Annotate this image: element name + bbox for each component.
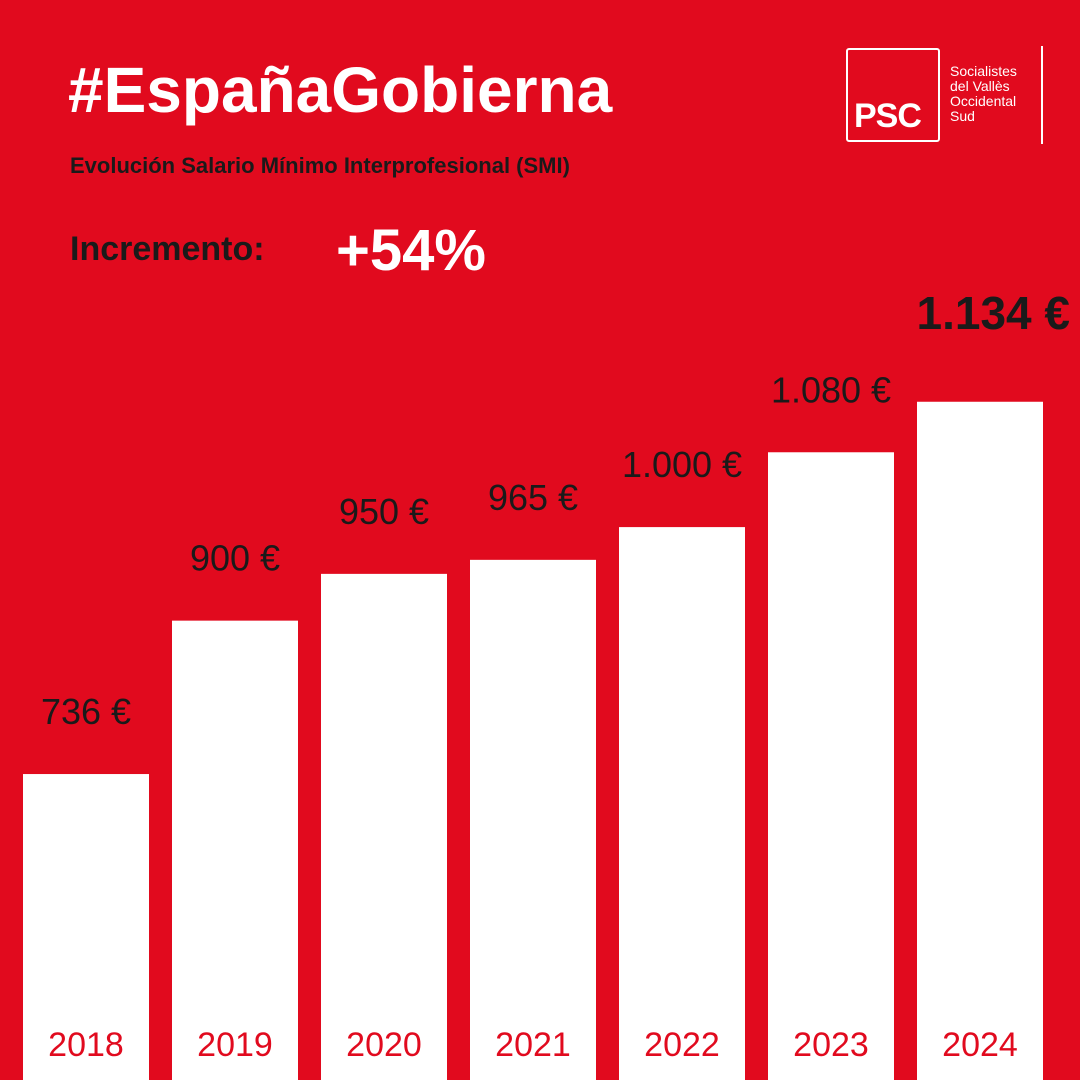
- year-label-2022: 2022: [644, 1026, 720, 1064]
- psc-logo-caption: Socialistes del Vallès Occidental Sud: [950, 64, 1036, 124]
- value-label-2021: 965 €: [488, 477, 578, 518]
- value-label-2019: 900 €: [190, 538, 280, 579]
- value-label-2023: 1.080 €: [771, 369, 891, 410]
- logo-line: del Vallès: [950, 78, 1010, 94]
- year-label-2018: 2018: [48, 1026, 124, 1064]
- year-label-2020: 2020: [346, 1026, 422, 1064]
- value-label-2018: 736 €: [41, 691, 131, 732]
- chart-subtitle: Evolución Salario Mínimo Interprofesiona…: [70, 153, 570, 178]
- value-label-2020: 950 €: [339, 491, 429, 532]
- psc-logo: PSC Socialistes del Vallès Occidental Su…: [846, 48, 1036, 142]
- logo-line: Sud: [950, 108, 975, 124]
- increment-value: +54%: [336, 218, 486, 283]
- bar-2021: [470, 559, 596, 1080]
- hashtag-title: #EspañaGobierna: [68, 54, 613, 126]
- logo-divider: [1041, 46, 1043, 144]
- bar-2022: [619, 527, 745, 1080]
- value-label-2022: 1.000 €: [622, 444, 742, 485]
- bar-2023: [768, 452, 894, 1080]
- year-label-2019: 2019: [197, 1026, 273, 1064]
- year-label-2024: 2024: [942, 1026, 1018, 1064]
- logo-line: Occidental: [950, 93, 1017, 109]
- psc-logo-text: PSC: [854, 97, 922, 135]
- logo-line: Socialistes: [950, 63, 1017, 79]
- year-label-2023: 2023: [793, 1026, 869, 1064]
- bar-2019: [172, 620, 298, 1080]
- increment-label: Incremento:: [70, 230, 265, 268]
- year-label-2021: 2021: [495, 1026, 571, 1064]
- bar-2024: [917, 401, 1043, 1080]
- bar-2020: [321, 573, 447, 1080]
- value-label-2024: 1.134 €: [917, 287, 1070, 339]
- bar-2018: [23, 774, 149, 1080]
- psc-logo-mark: PSC: [846, 48, 940, 142]
